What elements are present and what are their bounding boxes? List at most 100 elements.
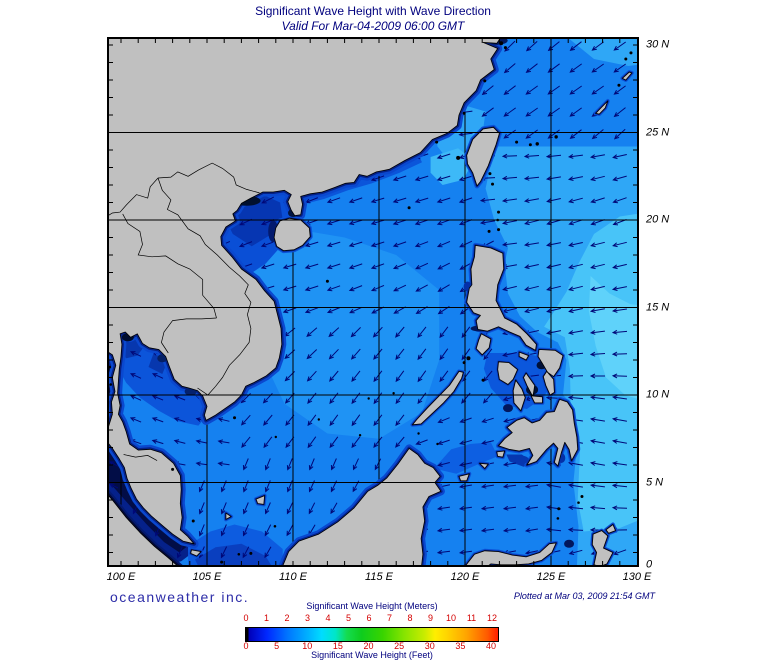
lat-label-30: 30 N bbox=[646, 38, 670, 51]
lat-label-5: 5 N bbox=[646, 475, 664, 488]
colorbar-meters-1: 1 bbox=[263, 613, 270, 623]
small-island-dot bbox=[367, 397, 370, 400]
small-island-dot bbox=[554, 135, 558, 139]
small-island-dot bbox=[274, 435, 277, 439]
calm-water-pocket bbox=[157, 354, 168, 363]
colorbar-meters-8: 8 bbox=[407, 613, 413, 623]
small-island-dot bbox=[491, 182, 495, 186]
small-island-dot bbox=[417, 432, 420, 435]
small-island-dot bbox=[273, 524, 277, 528]
small-island-dot bbox=[456, 155, 461, 160]
colorbar-meters-9: 9 bbox=[427, 613, 434, 623]
colorbar-meters-7: 7 bbox=[386, 613, 393, 623]
colorbar-meters-10: 10 bbox=[445, 613, 457, 623]
degree-tick-marks bbox=[108, 38, 638, 566]
small-island-dot bbox=[317, 418, 320, 421]
lon-label-120: 120 E bbox=[450, 571, 480, 583]
colorbar-feet-25: 25 bbox=[394, 641, 405, 651]
colorbar-feet-35: 35 bbox=[455, 641, 466, 651]
landmass-cebu bbox=[523, 372, 536, 398]
landmass-luzon bbox=[466, 244, 537, 351]
landmass-mindanao bbox=[498, 398, 579, 467]
lat-label-15: 15 N bbox=[646, 300, 670, 313]
ocean-region-andaman-edge bbox=[108, 379, 109, 380]
colorbar-meters-2: 2 bbox=[284, 613, 290, 623]
small-island-dot bbox=[436, 442, 439, 446]
small-island-dot bbox=[171, 467, 175, 471]
colorbar-meters-4: 4 bbox=[325, 613, 331, 623]
lon-label-100: 100 E bbox=[106, 571, 136, 583]
small-island-dot bbox=[487, 229, 491, 233]
landmass-sulawesi bbox=[464, 542, 557, 566]
colorbar-feet-0: 0 bbox=[243, 641, 249, 651]
lat-label-25: 25 N bbox=[646, 125, 670, 138]
ocean-region-scs-mid bbox=[232, 228, 440, 439]
small-island-dot bbox=[392, 392, 395, 395]
landmass-borneo bbox=[282, 447, 442, 566]
colorbar-feet-5: 5 bbox=[274, 641, 280, 651]
landmass-jolo bbox=[479, 462, 489, 469]
small-island-dot bbox=[499, 41, 504, 46]
small-island-dot bbox=[220, 560, 224, 564]
lon-label-130: 130 E bbox=[622, 571, 652, 583]
country-border-china-vietnam bbox=[157, 162, 260, 194]
landmass-halmahera bbox=[591, 530, 614, 566]
landmass-mainland-asia bbox=[108, 38, 501, 545]
colorbar-feet-20: 20 bbox=[363, 641, 374, 651]
small-island-dot bbox=[108, 365, 112, 369]
lon-label-115: 115 E bbox=[365, 571, 393, 583]
landmass-basilan bbox=[496, 450, 506, 458]
country-border-china-laos-myanmar bbox=[108, 177, 159, 217]
lat-label-10: 10 N bbox=[646, 388, 670, 401]
colorbar-title-feet: Significant Wave Height (Feet) bbox=[311, 650, 433, 660]
country-border-myanmar-thailand bbox=[99, 224, 106, 256]
colorbar-meters-6: 6 bbox=[366, 613, 372, 623]
map-frame bbox=[107, 37, 639, 567]
colorbar-meters-12: 12 bbox=[486, 613, 498, 623]
calm-water-pocket bbox=[564, 539, 575, 548]
landmass-anambas bbox=[225, 512, 232, 520]
colorbar-feet-40: 40 bbox=[485, 641, 497, 651]
colorbar-meters-3: 3 bbox=[304, 613, 311, 623]
small-island-dot bbox=[528, 143, 532, 147]
small-island-dot bbox=[407, 206, 411, 210]
lon-label-110: 110 E bbox=[279, 571, 307, 583]
small-island-dot bbox=[233, 416, 237, 420]
ocean-region-sulu-arch bbox=[434, 442, 498, 474]
colorbar-gradient bbox=[245, 627, 499, 642]
landmass-palawan bbox=[412, 370, 464, 426]
small-island-dot bbox=[515, 140, 519, 144]
landmass-morotai bbox=[605, 524, 616, 534]
small-island-dot bbox=[497, 210, 501, 214]
small-island-dot bbox=[462, 111, 466, 115]
lat-label-0: 0 bbox=[646, 558, 653, 571]
ocean-region-gulf-thailand-east bbox=[148, 353, 168, 374]
small-island-dot bbox=[358, 434, 362, 437]
small-island-dot bbox=[435, 140, 439, 144]
colorbar-feet-30: 30 bbox=[424, 641, 435, 651]
ocean-region-gulf-thailand bbox=[115, 332, 210, 426]
colorbar-feet-15: 15 bbox=[332, 641, 343, 651]
colorbar-meters-5: 5 bbox=[345, 613, 352, 623]
lon-label-125: 125 E bbox=[536, 571, 566, 583]
small-island-dot bbox=[580, 495, 584, 498]
ocean-region-pacific-light bbox=[544, 213, 638, 532]
calm-water-pocket bbox=[503, 404, 513, 413]
small-island-dot bbox=[109, 383, 112, 386]
ocean-region-andaman bbox=[108, 351, 198, 565]
small-island-dot bbox=[481, 378, 485, 382]
colorbar-meters-0: 0 bbox=[243, 613, 249, 623]
landmass-taiwan bbox=[466, 126, 500, 187]
country-border-cambodia-thailand bbox=[161, 317, 217, 354]
small-island-dot bbox=[325, 279, 329, 283]
landmass-natuna bbox=[255, 495, 266, 505]
colorbar-title-meters: Significant Wave Height (Meters) bbox=[306, 601, 438, 611]
oceanweather-logo-text: oceanweather inc. bbox=[110, 589, 250, 605]
landmass-bintan bbox=[190, 549, 202, 557]
small-island-dot bbox=[483, 79, 487, 83]
small-island-dot bbox=[556, 517, 560, 520]
landmass-tawitawi bbox=[458, 473, 470, 482]
country-border-laos-thailand bbox=[122, 213, 217, 319]
